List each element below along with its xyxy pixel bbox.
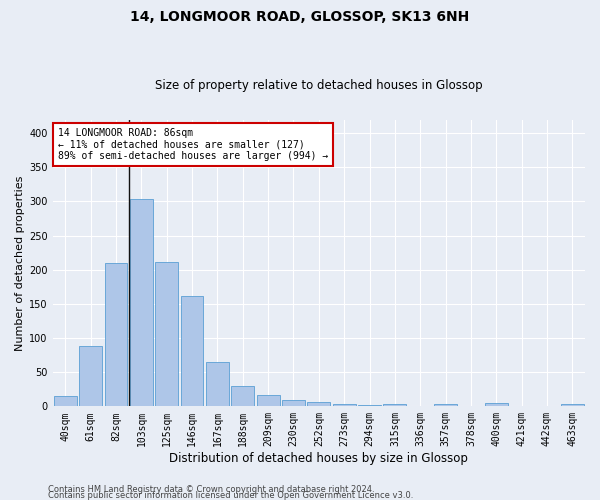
Y-axis label: Number of detached properties: Number of detached properties [15, 176, 25, 350]
Bar [79, 346, 102, 406]
Text: Contains HM Land Registry data © Crown copyright and database right 2024.: Contains HM Land Registry data © Crown c… [48, 484, 374, 494]
Bar [130, 199, 153, 406]
Bar [333, 404, 356, 406]
Title: Size of property relative to detached houses in Glossop: Size of property relative to detached ho… [155, 79, 482, 92]
Bar [206, 362, 229, 406]
Bar [155, 262, 178, 406]
Bar [181, 296, 203, 406]
Bar [257, 396, 280, 406]
Text: 14, LONGMOOR ROAD, GLOSSOP, SK13 6NH: 14, LONGMOOR ROAD, GLOSSOP, SK13 6NH [130, 10, 470, 24]
Bar [104, 263, 127, 406]
Bar [282, 400, 305, 406]
X-axis label: Distribution of detached houses by size in Glossop: Distribution of detached houses by size … [169, 452, 468, 465]
Text: 14 LONGMOOR ROAD: 86sqm
← 11% of detached houses are smaller (127)
89% of semi-d: 14 LONGMOOR ROAD: 86sqm ← 11% of detache… [58, 128, 328, 162]
Bar [232, 386, 254, 406]
Bar [307, 402, 330, 406]
Bar [561, 404, 584, 406]
Bar [383, 404, 406, 406]
Text: Contains public sector information licensed under the Open Government Licence v3: Contains public sector information licen… [48, 490, 413, 500]
Bar [434, 404, 457, 406]
Bar [485, 403, 508, 406]
Bar [54, 396, 77, 406]
Bar [358, 405, 381, 406]
